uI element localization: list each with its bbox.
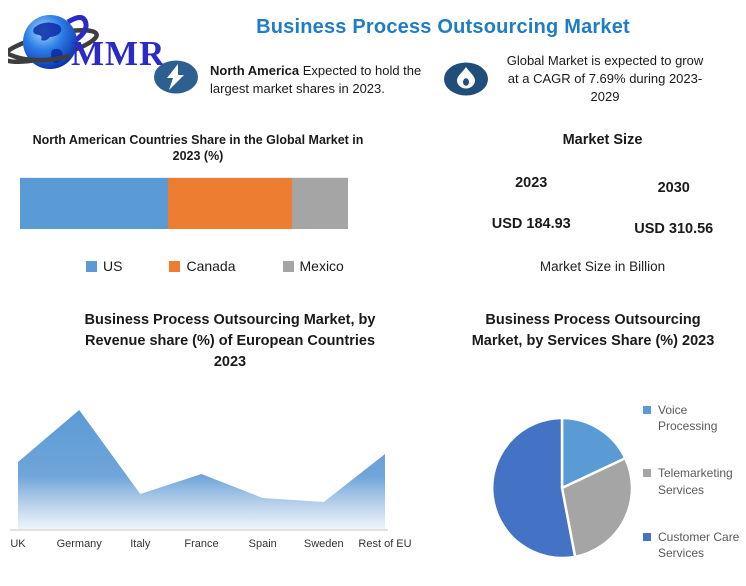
legend-swatch-us — [86, 260, 97, 272]
x-axis-label-france: France — [184, 538, 218, 550]
legend-label-voice-processing: Voice Processing — [658, 403, 718, 434]
page-title: Business Process Outsourcing Market — [256, 16, 630, 38]
legend-item-canada: Canada — [169, 258, 236, 274]
bar-segment-mexico — [292, 178, 348, 229]
x-axis-label-germany: Germany — [57, 538, 103, 550]
bar-chart-title: North American Countries Share in the Gl… — [32, 133, 364, 163]
legend-label-telemarketing-services: Telemarketing Services — [658, 466, 733, 497]
pie-slice-telemarketing-services — [560, 456, 634, 559]
legend-swatch-voice-processing — [643, 406, 651, 414]
area-chart-title: Business Process Outsourcing Market, by … — [84, 312, 376, 371]
market-size-value-2023: USD 184.93 — [491, 216, 571, 232]
legend-item-voice-processing: Voice Processing — [643, 402, 746, 434]
x-axis-label-spain: Spain — [249, 538, 277, 550]
market-size-year-2023: 2023 — [515, 175, 548, 191]
area-series — [18, 410, 385, 530]
x-axis-label-uk: UK — [10, 538, 26, 550]
callout-global-cagr: Global Market is expected to grow at a C… — [442, 50, 712, 107]
globe-logo-icon: MMR — [1, 15, 165, 73]
bar-segment-canada — [167, 178, 293, 229]
legend-label-us: US — [103, 258, 123, 274]
pie-chart-legend: Voice Processing Telemarketing Services … — [643, 402, 746, 586]
callout-north-america: North America Expected to hold the large… — [152, 58, 452, 101]
callout-highlight: North America — [210, 63, 300, 78]
mmr-logo: MMR — [1, 6, 168, 73]
stacked-bar-chart — [20, 177, 348, 229]
market-size-col-2030: 2030 USD 310.56 — [603, 180, 746, 237]
pie-chart — [490, 416, 634, 560]
legend-label-customer-care-services: Customer Care Services — [658, 529, 740, 560]
market-size-caption: Market Size in Billion — [539, 259, 666, 274]
legend-swatch-canada — [169, 260, 181, 272]
callout-north-america-text: North America Expected to hold the large… — [210, 58, 440, 98]
market-size-col-2023: 2023 USD 184.93 — [460, 175, 603, 232]
logo-text: MMR — [71, 34, 165, 72]
pie-slice-customer-care-services — [490, 416, 577, 560]
callout-rest: Expected to hold the largest market shar… — [210, 63, 422, 97]
legend-item-customer-care-services: Customer Care Services — [643, 529, 746, 561]
x-axis-label-italy: Italy — [130, 538, 151, 550]
legend-label-mexico: Mexico — [299, 258, 344, 274]
legend-label-canada: Canada — [186, 258, 236, 274]
market-size-panel: Market Size 2023 USD 184.93 2030 USD 310… — [460, 132, 745, 274]
bar-chart-legend: US Canada Mexico — [20, 258, 426, 274]
legend-swatch-telemarketing-services — [643, 469, 651, 478]
x-axis-label-rest-of-eu: Rest of EU — [358, 538, 411, 550]
x-axis-label-sweden: Sweden — [304, 538, 344, 550]
pie-chart-title: Business Process Outsourcing Market, by … — [471, 312, 715, 350]
legend-item-mexico: Mexico — [282, 258, 344, 274]
market-size-grid: 2023 USD 184.93 2030 USD 310.56 — [460, 175, 745, 237]
market-size-title: Market Size — [562, 132, 643, 148]
legend-item-us: US — [86, 258, 122, 274]
legend-swatch-customer-care-services — [643, 532, 651, 541]
lightning-bolt-icon — [152, 58, 200, 101]
market-size-value-2030: USD 310.56 — [634, 221, 714, 237]
market-size-year-2030: 2030 — [657, 180, 690, 196]
bar-segment-us — [20, 178, 168, 229]
legend-swatch-mexico — [282, 260, 294, 272]
callout-global-text: Global Market is expected to grow at a C… — [506, 53, 704, 105]
area-chart: UK Germany Italy France Spain Sweden Rest of E… — [10, 410, 412, 550]
flame-icon — [442, 60, 490, 103]
pie-slice-voice-processing — [560, 416, 627, 490]
legend-item-telemarketing-services: Telemarketing Services — [643, 465, 746, 497]
